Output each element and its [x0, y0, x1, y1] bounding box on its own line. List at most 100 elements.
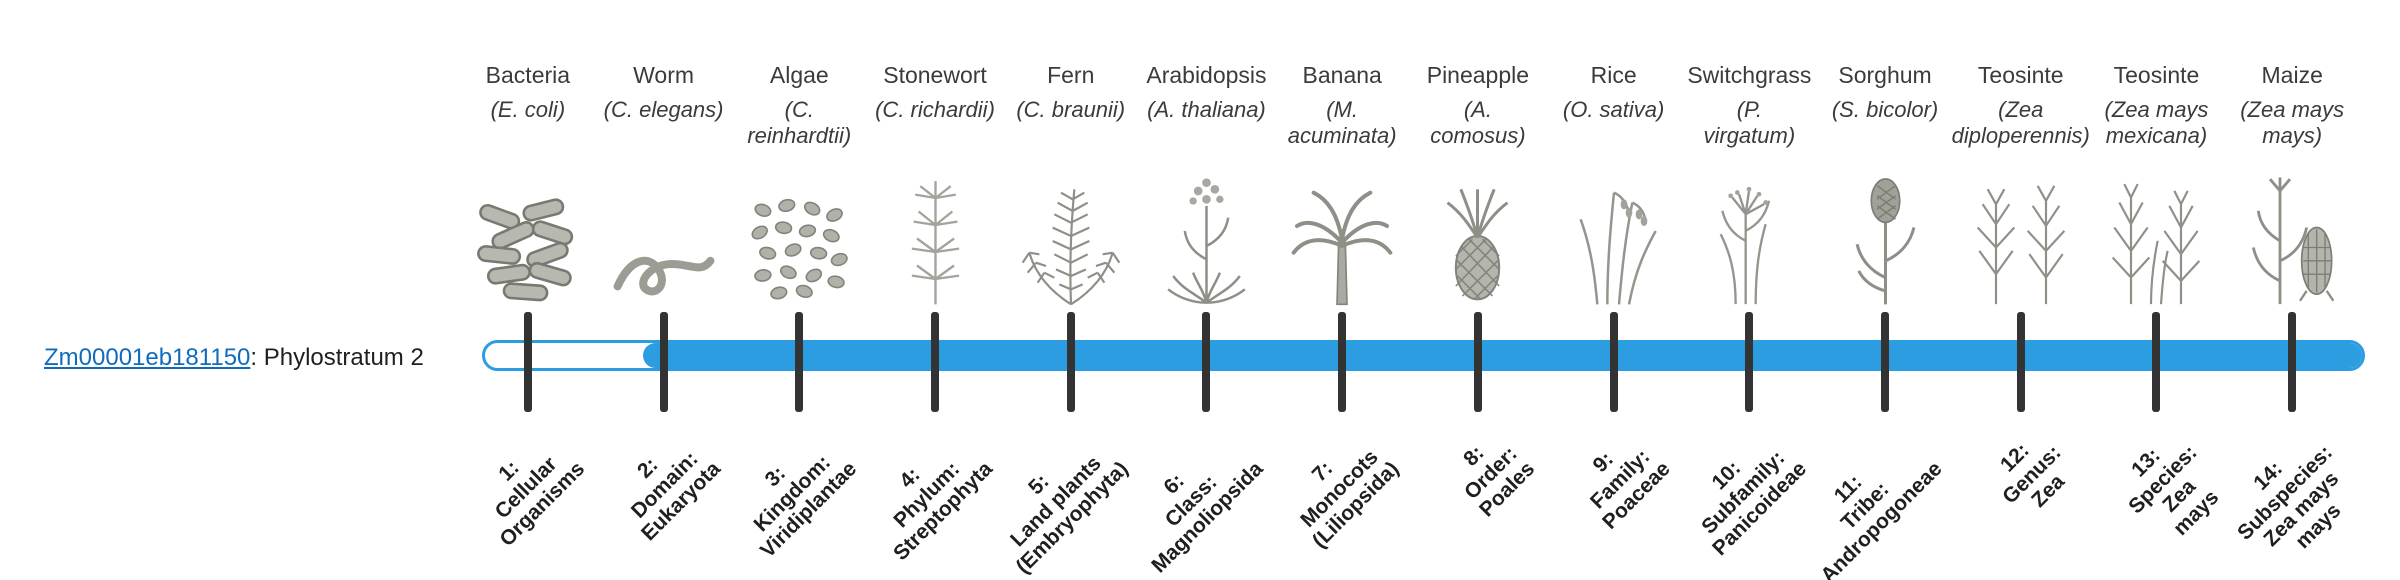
organism-scientific-name: (E. coli) [490, 97, 566, 122]
phylostratum-column: Sorghum (S. bicolor) 11: Tribe: Andropog… [1816, 0, 1953, 580]
banana-icon [1274, 170, 1410, 306]
phylostratum-column: Algae (C. reinhardtii) 3: Kingdom: Virid… [731, 0, 867, 580]
organism-scientific-name: (C. richardii) [875, 97, 995, 122]
organism-common-name: Pineapple [1426, 62, 1530, 88]
organism-header: Teosinte (Zea mays mexicana) [2077, 62, 2237, 149]
organism-common-name: Worm [633, 62, 695, 88]
phylostratum-label: 9: Family: Poaceae [1586, 444, 1676, 534]
organism-header: Arabidopsis (A. thaliana) [1127, 62, 1287, 123]
phylostratum-column: Stonewort (C. richardii) 4: Phylum: Stre… [867, 0, 1003, 580]
organism-common-name: Stonewort [883, 62, 987, 88]
phylostratum-label: 13: Species: Zea mays [2124, 440, 2224, 540]
organism-header: Teosinte (Zea diploperennis) [1941, 62, 2101, 149]
phylostratum-tick [2016, 312, 2025, 412]
phylostratum-column: Teosinte (Zea diploperennis) 12: Genus: … [1952, 0, 2090, 580]
algae-icon [731, 170, 867, 306]
gene-stratum-text: : Phylostratum 2 [250, 344, 424, 371]
worm-icon [596, 170, 732, 306]
organism-header: Algae (C. reinhardtii) [719, 62, 879, 149]
switchgrass-icon [1681, 170, 1817, 306]
organism-common-name: Teosinte [1977, 62, 2064, 88]
organism-scientific-name: (A. thaliana) [1147, 97, 1266, 122]
phylostratum-column: Arabidopsis (A. thaliana) 6: Class: Magn… [1139, 0, 1275, 580]
phylostratum-label: 7: Monocots (Liliopsida) [1296, 445, 1404, 553]
phylostratum-tick [2288, 312, 2297, 412]
teosinte-diploperennis-icon [1953, 170, 2089, 306]
organism-scientific-name: (C. elegans) [603, 97, 724, 122]
phylostratum-tick [795, 312, 804, 412]
phylostratum-column: Pineapple (A. comosus) 8: Order: Poales [1410, 0, 1546, 580]
organism-common-name: Algae [769, 62, 829, 88]
organism-scientific-name: (Zea mays mays) [2240, 97, 2345, 148]
organism-scientific-name: (Zea mays mexicana) [2104, 97, 2209, 148]
organism-header: Stonewort (C. richardii) [855, 62, 1015, 123]
organism-scientific-name: (A. comosus) [1430, 97, 1526, 148]
fern-icon [1003, 170, 1139, 306]
sorghum-icon [1817, 170, 1953, 306]
organism-common-name: Switchgrass [1687, 62, 1812, 88]
organism-header: Sorghum (S. bicolor) [1805, 62, 1965, 123]
phylostratum-tick [1066, 312, 1075, 412]
phylostratum-column: Bacteria (E. coli) 1: Cellular Organisms [460, 0, 596, 580]
organism-scientific-name: (Zea diploperennis) [1951, 97, 2090, 148]
bacteria-icon [460, 170, 596, 306]
phylostratum-label: 3: Kingdom: Viridiplantae [748, 450, 861, 563]
phylostratum-tick [931, 312, 940, 412]
phylostratum-column: Rice (O. sativa) 9: Family: Poaceae [1546, 0, 1682, 580]
phylostratum-bar-fill [643, 343, 2362, 368]
rice-icon [1546, 170, 1682, 306]
phylostratum-tick [1338, 312, 1347, 412]
organism-common-name: Rice [1590, 62, 1637, 88]
organism-header: Switchgrass (P. virgatum) [1669, 62, 1829, 149]
organism-scientific-name: (C. braunii) [1016, 97, 1126, 122]
phylostratum-column: Banana (M. acuminata) 7: Monocots (Lilio… [1274, 0, 1410, 580]
phylostratum-tick [2152, 312, 2161, 412]
phylostratum-tick [1202, 312, 1211, 412]
organism-header: Banana (M. acuminata) [1262, 62, 1422, 149]
gene-label: Zm00001eb181150: Phylostratum 2 [44, 344, 424, 372]
organism-common-name: Bacteria [485, 62, 571, 88]
organism-common-name: Maize [2261, 62, 2323, 88]
phylostratum-tick [1609, 312, 1618, 412]
phylostratum-label: 2: Domain: Eukaryota [626, 446, 726, 546]
organism-common-name: Sorghum [1838, 62, 1932, 88]
organism-common-name: Teosinte [2113, 62, 2200, 88]
organism-scientific-name: (S. bicolor) [1831, 97, 1939, 122]
phylostratum-label: 8: Order: Poales [1459, 441, 1540, 522]
arabidopsis-icon [1139, 170, 1275, 306]
organism-scientific-name: (P. virgatum) [1703, 97, 1796, 148]
phylostratum-label: 12: Genus: Zea [1996, 438, 2070, 512]
organism-scientific-name: (O. sativa) [1562, 97, 1665, 122]
organism-header: Bacteria (E. coli) [448, 62, 608, 123]
organism-common-name: Banana [1302, 62, 1382, 88]
maize-icon [2224, 170, 2360, 306]
phylostratum-label: 1: Cellular Organisms [490, 452, 590, 552]
organism-header: Worm (C. elegans) [584, 62, 744, 123]
organism-scientific-name: (C. reinhardtii) [747, 97, 852, 148]
phylostratum-tick [523, 312, 532, 412]
phylostratum-tick [1473, 312, 1482, 412]
phylostratum-tick [659, 312, 668, 412]
organism-scientific-name: (M. acuminata) [1287, 97, 1397, 148]
pineapple-icon [1410, 170, 1546, 306]
organism-header: Maize (Zea mays mays) [2212, 62, 2372, 149]
organism-header: Pineapple (A. comosus) [1398, 62, 1558, 149]
teosinte-mexicana-icon [2089, 170, 2225, 306]
phylostratum-column: Maize (Zea mays mays) 14: Subspecies: Ze… [2224, 0, 2360, 580]
organism-header: Rice (O. sativa) [1534, 62, 1694, 123]
phylostratum-column: Worm (C. elegans) 2: Domain: Eukaryota [596, 0, 732, 580]
stonewort-icon [867, 170, 1003, 306]
gene-link[interactable]: Zm00001eb181150 [44, 344, 251, 371]
phylostratum-column: Fern (C. braunii) 5: Land plants (Embryo… [1003, 0, 1139, 580]
timeline-columns: Bacteria (E. coli) 1: Cellular Organisms… [460, 0, 2360, 580]
phylostratum-tick [1881, 312, 1890, 412]
organism-header: Fern (C. braunii) [991, 62, 1151, 123]
phylostratum-column: Teosinte (Zea mays mexicana) 13: Species… [2089, 0, 2225, 580]
phylostratum-label: 14: Subspecies: Zea mays mays [2233, 440, 2346, 553]
phylostratum-column: Switchgrass (P. virgatum) 10: Subfamily:… [1681, 0, 1817, 580]
organism-common-name: Arabidopsis [1146, 62, 1267, 88]
phylostratum-tick [1745, 312, 1754, 412]
phylostratum-label: 4: Phylum: Streptophyta [888, 457, 997, 566]
organism-common-name: Fern [1047, 62, 1095, 88]
